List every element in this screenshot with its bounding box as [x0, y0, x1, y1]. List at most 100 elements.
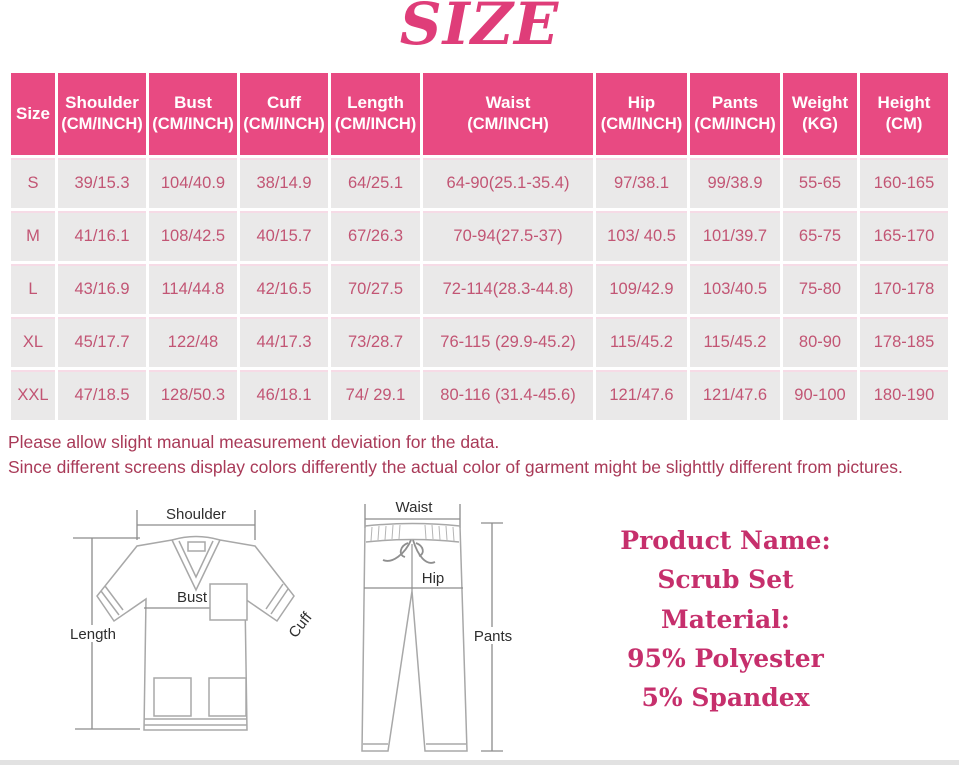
bust-label: Bust	[177, 589, 208, 606]
table-row: XXL 47/18.5 128/50.3 46/18.1 74/ 29.1 80…	[11, 370, 948, 420]
size-label-cell: S	[11, 158, 55, 208]
length-label-bg	[64, 625, 122, 642]
table-cell: 42/16.5	[240, 264, 328, 314]
shoulder-label: Shoulder	[166, 506, 226, 523]
table-cell: 40/15.7	[240, 211, 328, 261]
material-value-polyester: 95% Polyester	[627, 643, 824, 673]
table-cell: 73/28.7	[331, 317, 420, 367]
header-label: Hip	[627, 93, 656, 113]
bottom-edge-divider	[0, 760, 959, 765]
header-label: Shoulder	[65, 93, 139, 113]
column-header-size: Size	[11, 73, 55, 155]
measurement-notes: Please allow slight manual measurement d…	[8, 430, 956, 481]
material-heading: Material:	[661, 604, 790, 634]
column-header-waist: Waist (CM/INCH)	[423, 73, 593, 155]
column-header-shoulder: Shoulder (CM/INCH)	[58, 73, 146, 155]
table-cell: 165-170	[860, 211, 948, 261]
table-cell: 128/50.3	[149, 370, 237, 420]
product-name-heading: Product Name:	[620, 526, 831, 555]
header-unit: (CM/INCH)	[334, 115, 417, 134]
table-cell: 72-114(28.3-44.8)	[423, 264, 593, 314]
table-cell: 121/47.6	[596, 370, 687, 420]
table-cell: 44/17.3	[240, 317, 328, 367]
header-unit: (CM/INCH)	[61, 115, 143, 134]
header-unit: (CM)	[885, 115, 923, 134]
waist-label-bg	[389, 500, 439, 515]
table-cell: 64-90(25.1-35.4)	[423, 158, 593, 208]
table-cell: 97/38.1	[596, 158, 687, 208]
table-cell: 55-65	[783, 158, 857, 208]
scrub-top-diagram: Shoulder Bust Length	[42, 500, 344, 740]
table-cell: 99/38.9	[690, 158, 780, 208]
pants-diagram: Waist	[345, 498, 610, 760]
table-cell: 64/25.1	[331, 158, 420, 208]
table-cell: 45/17.7	[58, 317, 146, 367]
table-cell: 65-75	[783, 211, 857, 261]
table-cell: 115/45.2	[690, 317, 780, 367]
table-row: M 41/16.1 108/42.5 40/15.7 67/26.3 70-94…	[11, 211, 948, 261]
table-cell: 38/14.9	[240, 158, 328, 208]
product-name-value: Scrub Set	[657, 565, 794, 595]
column-header-hip: Hip (CM/INCH)	[596, 73, 687, 155]
size-table: Size Shoulder (CM/INCH) Bust (CM/INCH) Cuf…	[8, 70, 951, 423]
chest-pocket	[209, 583, 248, 621]
table-cell: 178-185	[860, 317, 948, 367]
column-header-bust: Bust (CM/INCH)	[149, 73, 237, 155]
table-cell: 80-90	[783, 317, 857, 367]
size-label-cell: L	[11, 264, 55, 314]
table-cell: 122/48	[149, 317, 237, 367]
header-unit: (CM/INCH)	[694, 115, 776, 134]
table-cell: 160-165	[860, 158, 948, 208]
table-row: S 39/15.3 104/40.9 38/14.9 64/25.1 64-90…	[11, 158, 948, 208]
table-cell: 103/ 40.5	[596, 211, 687, 261]
table-cell: 180-190	[860, 370, 948, 420]
table-row: L 43/16.9 114/44.8 42/16.5 70/27.5 72-11…	[11, 264, 948, 314]
table-row: XL 45/17.7 122/48 44/17.3 73/28.7 76-115…	[11, 317, 948, 367]
product-info: Product Name: Scrub Set Material: 95% Po…	[588, 526, 863, 724]
hip-label: Hip	[422, 570, 445, 587]
left-pocket	[153, 677, 192, 717]
header-label: Height	[877, 93, 931, 113]
table-cell: 90-100	[783, 370, 857, 420]
table-cell: 108/42.5	[149, 211, 237, 261]
table-cell: 43/16.9	[58, 264, 146, 314]
table-cell: 104/40.9	[149, 158, 237, 208]
header-label: Length	[347, 93, 404, 113]
header-unit: (KG)	[802, 115, 838, 134]
page-title: SIZE	[399, 0, 560, 58]
table-cell: 103/40.5	[690, 264, 780, 314]
pants-label: Pants	[474, 628, 512, 645]
table-cell: 74/ 29.1	[331, 370, 420, 420]
table-cell: 109/42.9	[596, 264, 687, 314]
size-label-cell: XL	[11, 317, 55, 367]
header-row: Size Shoulder (CM/INCH) Bust (CM/INCH) Cuf…	[11, 73, 948, 155]
table-cell: 46/18.1	[240, 370, 328, 420]
table-cell: 76-115 (29.9-45.2)	[423, 317, 593, 367]
length-label: Length	[70, 626, 116, 643]
waist-label: Waist	[396, 499, 434, 516]
table-cell: 70/27.5	[331, 264, 420, 314]
shoulder-label-bg	[154, 506, 238, 522]
header-label: Waist	[485, 93, 531, 113]
note-line: Please allow slight manual measurement d…	[8, 432, 500, 452]
header-label: Cuff	[267, 93, 301, 113]
header-label: Weight	[791, 93, 849, 113]
table-cell: 41/16.1	[58, 211, 146, 261]
header-unit: (CM/INCH)	[243, 115, 325, 134]
right-pocket	[208, 677, 247, 717]
table-cell: 114/44.8	[149, 264, 237, 314]
table-cell: 101/39.7	[690, 211, 780, 261]
scrub-top-drawing: Shoulder Bust Length	[64, 506, 316, 731]
header-unit: (CM/INCH)	[467, 115, 549, 134]
table-cell: 80-116 (31.4-45.6)	[423, 370, 593, 420]
size-label-cell: M	[11, 211, 55, 261]
column-header-pants: Pants (CM/INCH)	[690, 73, 780, 155]
header-unit: (CM/INCH)	[600, 115, 683, 134]
pants-label-bg	[469, 627, 516, 644]
table-cell: 39/15.3	[58, 158, 146, 208]
table-cell: 47/18.5	[58, 370, 146, 420]
table-cell: 75-80	[783, 264, 857, 314]
table-cell: 121/47.6	[690, 370, 780, 420]
column-header-weight: Weight (KG)	[783, 73, 857, 155]
